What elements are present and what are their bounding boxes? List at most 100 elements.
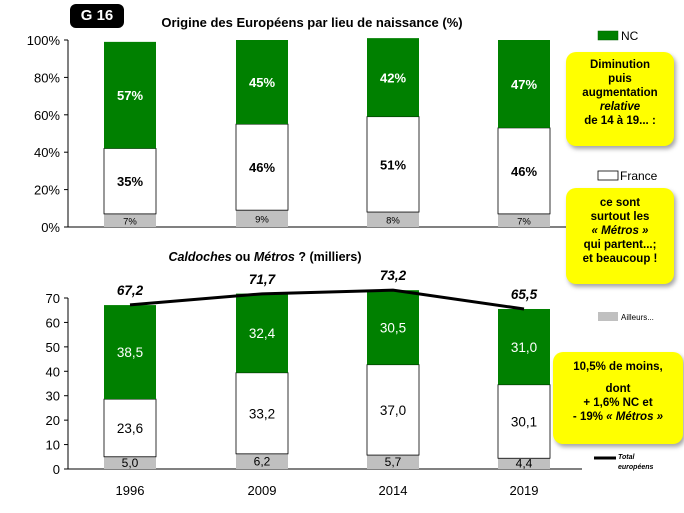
note2-line5: et beaucoup !	[582, 253, 658, 265]
bottom-chart-x-tick-label: 1996	[116, 483, 145, 498]
top-chart-y-tick-label: 20%	[34, 183, 60, 198]
legend-total-label-1: Total	[618, 454, 636, 461]
bottom-chart-data-label: 33,2	[249, 406, 275, 421]
top-chart-y-tick-label: 100%	[27, 33, 61, 48]
bottom-chart-data-label: 30,1	[511, 414, 537, 429]
title-part-metros: Métros	[254, 250, 295, 264]
bottom-chart-data-label: 6,2	[254, 454, 271, 468]
note2-line1: ce sont	[599, 197, 641, 209]
note3-spacer	[553, 374, 683, 382]
top-chart-data-label: 46%	[511, 164, 537, 179]
bottom-chart-data-label: 31,0	[511, 340, 537, 355]
title-part-unit: ? (milliers)	[295, 250, 362, 264]
top-chart-data-label: 47%	[511, 77, 537, 92]
bottom-chart-y-tick-label: 20	[46, 413, 60, 428]
bottom-chart-data-label: 5,7	[385, 455, 402, 469]
bottom-chart-y-tick-label: 70	[46, 291, 60, 306]
bottom-chart-x-tick-label: 2019	[510, 483, 539, 498]
bottom-chart-y-tick-label: 50	[46, 340, 60, 355]
bottom-chart-bar-nc	[367, 290, 419, 365]
top-chart-bar-france	[497, 127, 551, 215]
top-chart-bar-ailleurs	[498, 213, 550, 227]
bottom-chart-bar-ailleurs	[236, 453, 288, 469]
top-chart-y-tick-label: 0%	[41, 220, 60, 235]
note-moins: 10,5% de moins, dont + 1,6% NC et - 19% …	[553, 352, 683, 444]
top-chart-data-label: 7%	[123, 216, 137, 227]
bottom-chart-y-tick-label: 60	[46, 315, 60, 330]
note1-line3: augmentation	[582, 87, 658, 99]
note3-line5: - 19% « Métros »	[572, 411, 664, 423]
note1-line5: de 14 à 19... :	[584, 115, 656, 127]
top-chart-data-label: 8%	[386, 216, 400, 227]
bottom-chart-total-line	[129, 288, 525, 311]
note-metros: ce sont surtout les « Métros » qui parte…	[566, 188, 674, 284]
top-chart-data-label: 42%	[380, 70, 406, 85]
legend-france-label: France	[620, 169, 658, 183]
bottom-chart-y-tick-label: 30	[46, 389, 60, 404]
legend-ailleurs-swatch	[598, 312, 618, 321]
top-chart-bar-ailleurs	[236, 210, 288, 227]
legend-france-swatch	[597, 170, 619, 181]
legend-nc-label: NC	[621, 29, 639, 43]
bottom-chart-y-tick-label: 10	[46, 438, 60, 453]
legend-nc-swatch	[597, 30, 619, 41]
top-chart-bar-ailleurs	[104, 213, 156, 227]
top-chart-title: Origine des Européens par lieu de naissa…	[161, 15, 462, 30]
top-chart-y-tick-label: 80%	[34, 70, 60, 85]
note2-line4: qui partent...;	[583, 239, 657, 251]
bottom-chart-bar-ailleurs	[367, 455, 419, 469]
bottom-chart: 0 10 20 30 40 50 60 70 5,0 23,6 38,5 1996 6,2 33,2 32,…	[46, 268, 582, 498]
note3-line4: + 1,6% NC et	[583, 397, 653, 409]
top-chart-data-label: 57%	[117, 88, 143, 103]
bottom-chart-bar-nc	[236, 293, 288, 373]
bottom-chart-data-label: 30,5	[380, 320, 406, 335]
bottom-chart-data-label: 5,0	[122, 456, 139, 470]
top-chart-data-label: 46%	[249, 160, 275, 175]
note1-line4: relative	[599, 101, 641, 113]
top-chart-bar-nc	[367, 38, 419, 117]
bottom-chart-y-tick-label: 40	[46, 364, 60, 379]
note1-line2: puis	[608, 73, 632, 85]
bottom-chart-data-label: 38,5	[117, 345, 143, 360]
title-part-caldoches: Caldoches	[168, 250, 231, 264]
top-chart-bar-ailleurs	[367, 212, 419, 227]
top-chart-bar-nc	[498, 40, 550, 128]
note-diminution: Diminution puis augmentation relative de…	[566, 52, 674, 146]
bottom-chart-data-label: 32,4	[249, 326, 276, 341]
bottom-chart-bar-ailleurs	[104, 456, 156, 469]
bottom-chart-data-label: 23,6	[117, 421, 143, 436]
bottom-chart-bar-ailleurs	[498, 458, 550, 469]
top-chart-bar-france	[366, 116, 420, 213]
bottom-chart-bar-france	[235, 372, 289, 455]
note1-line1: Diminution	[589, 59, 651, 71]
top-chart-data-label: 9%	[255, 215, 269, 226]
bottom-chart-bar-nc	[498, 308, 550, 385]
title-part-ou: ou	[232, 250, 254, 264]
bottom-chart-total-label: 65,5	[511, 287, 538, 302]
bottom-chart-data-label: 37,0	[380, 403, 406, 418]
legend-ailleurs-label: Ailleurs...	[621, 313, 654, 322]
top-chart-data-label: 45%	[249, 75, 275, 90]
top-chart-bar-france	[103, 148, 157, 215]
figure-badge: G 16	[70, 4, 124, 28]
bottom-chart-total-label: 73,2	[380, 268, 407, 283]
note2-line3: « Métros »	[591, 225, 649, 237]
top-chart-data-label: 7%	[517, 216, 531, 227]
note3-line3: dont	[605, 383, 631, 395]
top-chart-y-tick-label: 40%	[34, 145, 60, 160]
bottom-chart-y-tick-label: 0	[53, 462, 60, 477]
bottom-chart-bar-nc	[104, 305, 156, 400]
bottom-chart-data-label: 4,4	[516, 457, 533, 471]
bottom-chart-total-label: 71,7	[249, 272, 277, 287]
bottom-chart-title: Caldoches ou Métros ? (milliers)	[168, 250, 361, 264]
bottom-chart-x-tick-label: 2009	[248, 483, 277, 498]
note3-line1: 10,5% de moins,	[573, 361, 663, 373]
top-chart-data-label: 51%	[380, 157, 406, 172]
top-chart-y-tick-label: 60%	[34, 108, 60, 123]
top-chart: 0% 20% 40% 60% 80% 100% 7% 35% 57% 9% 46% 45% 8% 51% 4…	[27, 33, 582, 235]
note2-line2: surtout les	[590, 211, 650, 223]
top-chart-data-label: 35%	[117, 174, 143, 189]
top-chart-bar-nc	[104, 41, 156, 149]
top-chart-bar-france	[235, 123, 289, 211]
